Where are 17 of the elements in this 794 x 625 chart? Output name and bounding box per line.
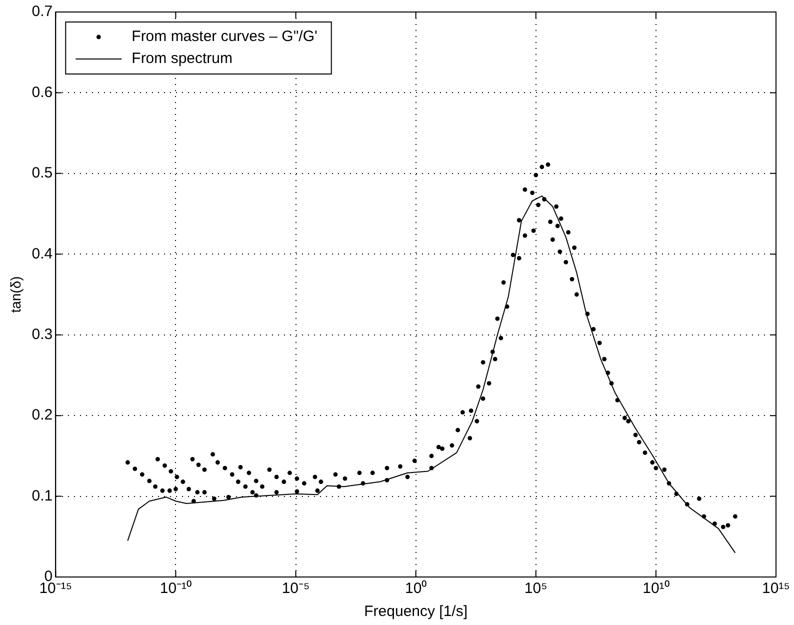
y-tick-label: 0.4 [32,245,53,262]
y-tick-label: 0.7 [32,3,53,20]
legend-label: From master curves – G"/G' [132,28,318,46]
x-tick-label: 10¹⁰ [642,580,670,598]
x-tick-label: 10¹⁵ [762,580,790,598]
x-tick-label: 10⁻⁵ [282,580,310,598]
y-tick-label: 0.1 [32,487,53,504]
y-tick-label: 0.6 [32,84,53,101]
y-tick-label: 0.2 [32,406,53,424]
x-tick-label: 10⁻¹⁰ [160,580,192,598]
x-tick-label: 10⁵ [524,580,548,598]
y-tick-label: 0.5 [32,164,53,182]
x-tick-label: 10⁰ [404,580,427,598]
y-tick-label: 0.3 [32,326,53,343]
x-axis-title: Frequency [1/s] [364,603,468,620]
y-axis-title: tan(δ) [7,276,24,313]
legend-label: From spectrum [132,50,233,68]
